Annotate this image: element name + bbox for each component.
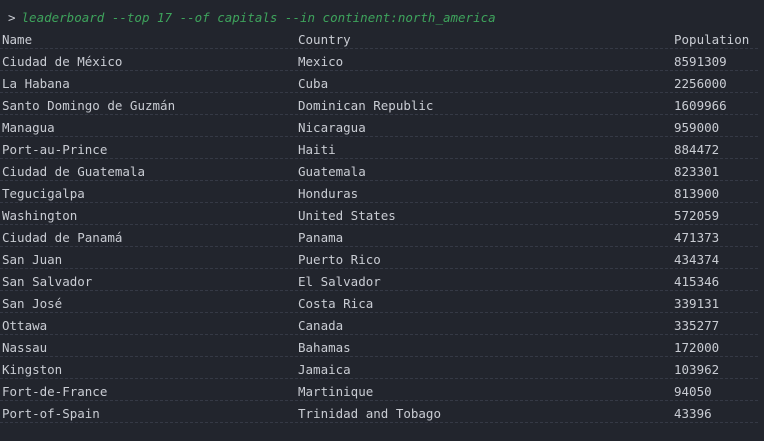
- cell-name: San Salvador: [2, 274, 93, 289]
- table-row: Ciudad de México Mexico 8591309: [0, 51, 764, 73]
- prompt-symbol: >: [8, 10, 16, 25]
- cell-name: La Habana: [2, 76, 70, 91]
- table-row: Ciudad de Guatemala Guatemala 823301: [0, 161, 764, 183]
- command-text: leaderboard --top 17 --of capitals --in …: [21, 10, 496, 25]
- cell-country: United States: [298, 208, 396, 223]
- command-prompt-line: > leaderboard --top 17 --of capitals --in…: [8, 9, 496, 27]
- cell-population: 884472: [674, 142, 720, 157]
- cell-name: Ciudad de México: [2, 54, 123, 69]
- cell-country: Jamaica: [298, 362, 351, 377]
- cell-name: Port-au-Prince: [2, 142, 108, 157]
- cell-country: Haiti: [298, 142, 336, 157]
- cell-population: 8591309: [674, 54, 727, 69]
- cell-country: Martinique: [298, 384, 374, 399]
- cell-country: El Salvador: [298, 274, 381, 289]
- cell-population: 813900: [674, 186, 720, 201]
- table-row: Nassau Bahamas 172000: [0, 337, 764, 359]
- cell-country: Puerto Rico: [298, 252, 381, 267]
- cell-name: Washington: [2, 208, 78, 223]
- cell-country: Canada: [298, 318, 344, 333]
- table-row: La Habana Cuba 2256000: [0, 73, 764, 95]
- table-row: Ottawa Canada 335277: [0, 315, 764, 337]
- table-row: Managua Nicaragua 959000: [0, 117, 764, 139]
- cell-country: Honduras: [298, 186, 359, 201]
- cell-name: Managua: [2, 120, 55, 135]
- cell-population: 2256000: [674, 76, 727, 91]
- cell-name: Ciudad de Panamá: [2, 230, 123, 245]
- cell-population: 572059: [674, 208, 720, 223]
- cell-name: Fort-de-France: [2, 384, 108, 399]
- cell-country: Cuba: [298, 76, 329, 91]
- cell-population: 1609966: [674, 98, 727, 113]
- cell-name: Ciudad de Guatemala: [2, 164, 145, 179]
- cell-country: Nicaragua: [298, 120, 366, 135]
- cell-population: 434374: [674, 252, 720, 267]
- cell-population: 103962: [674, 362, 720, 377]
- table-row: Santo Domingo de Guzmán Dominican Republi…: [0, 95, 764, 117]
- cell-name: San Juan: [2, 252, 63, 267]
- column-header-population: Population: [674, 32, 750, 47]
- cell-population: 339131: [674, 296, 720, 311]
- cell-population: 335277: [674, 318, 720, 333]
- cell-country: Costa Rica: [298, 296, 374, 311]
- cell-name: Tegucigalpa: [2, 186, 85, 201]
- table-row: Port-au-Prince Haiti 884472: [0, 139, 764, 161]
- cell-population: 415346: [674, 274, 720, 289]
- cell-country: Bahamas: [298, 340, 351, 355]
- table-row: San José Costa Rica 339131: [0, 293, 764, 315]
- cell-name: Santo Domingo de Guzmán: [2, 98, 176, 113]
- cell-population: 823301: [674, 164, 720, 179]
- table-row: Kingston Jamaica 103962: [0, 359, 764, 381]
- cell-name: Ottawa: [2, 318, 48, 333]
- table-header-row: Name Country Population: [0, 29, 764, 51]
- cell-country: Dominican Republic: [298, 98, 434, 113]
- table-row: Washington United States 572059: [0, 205, 764, 227]
- cell-population: 94050: [674, 384, 712, 399]
- cell-country: Panama: [298, 230, 344, 245]
- cell-population: 43396: [674, 406, 712, 421]
- cell-population: 959000: [674, 120, 720, 135]
- cell-population: 172000: [674, 340, 720, 355]
- table-row: San Juan Puerto Rico 434374: [0, 249, 764, 271]
- cell-country: Guatemala: [298, 164, 366, 179]
- table-row: San Salvador El Salvador 415346: [0, 271, 764, 293]
- cell-country: Trinidad and Tobago: [298, 406, 441, 421]
- cell-name: Kingston: [2, 362, 63, 377]
- table-row: Port-of-Spain Trinidad and Tobago 43396: [0, 403, 764, 425]
- cell-name: Port-of-Spain: [2, 406, 100, 421]
- cell-name: San José: [2, 296, 63, 311]
- cell-country: Mexico: [298, 54, 344, 69]
- table-row: Ciudad de Panamá Panama 471373: [0, 227, 764, 249]
- column-header-country: Country: [298, 32, 351, 47]
- table-row: Fort-de-France Martinique 94050: [0, 381, 764, 403]
- table-row: Tegucigalpa Honduras 813900: [0, 183, 764, 205]
- cell-name: Nassau: [2, 340, 48, 355]
- cell-population: 471373: [674, 230, 720, 245]
- column-header-name: Name: [2, 32, 33, 47]
